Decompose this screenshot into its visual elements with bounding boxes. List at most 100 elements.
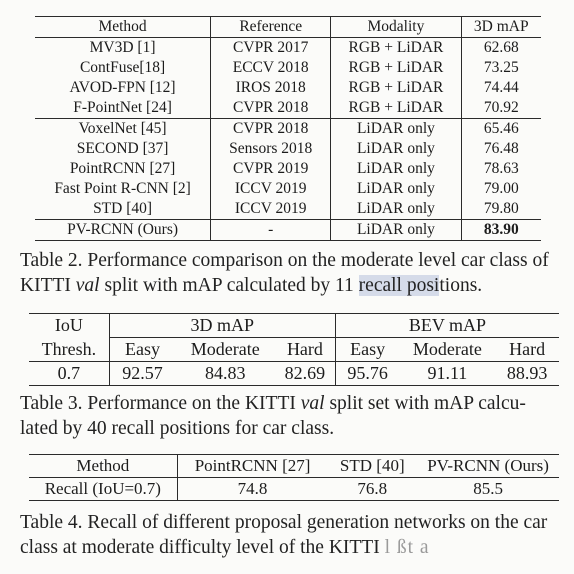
- table-3-kitti-performance: IoU 3D mAP BEV mAP Thresh. Easy Moderate…: [29, 313, 559, 386]
- header-thresh: Thresh.: [29, 337, 110, 362]
- caption-text: split with mAP calculated by 11: [99, 275, 359, 296]
- header-3d-map: 3D mAP: [461, 16, 541, 38]
- cell-recall-label: Recall (IoU=0.7): [29, 477, 178, 501]
- header-modality: Modality: [330, 16, 462, 38]
- caption-obscured-text: l ßt a: [384, 537, 430, 558]
- cell-3d-map: 65.46: [461, 118, 541, 139]
- cell-iou-value: 0.7: [29, 361, 110, 386]
- caption-text: split set with mAP calcu-lated by 40 rec…: [20, 393, 526, 439]
- header-reference: Reference: [210, 16, 332, 38]
- cell-3d-map: 76.48: [483, 140, 519, 157]
- table-header-row: Method PointRCNN [27] STD [40] PV-RCNN (…: [29, 454, 559, 478]
- header-std: STD [40]: [327, 454, 418, 478]
- cell-3d-map-best: 83.90: [461, 219, 541, 241]
- cell-reference: ECCV 2018: [210, 58, 332, 78]
- table-3-caption: Table 3. Performance on the KITTI val sp…: [20, 391, 560, 441]
- cell-reference: CVPR 2017: [210, 37, 332, 58]
- cell-modality: LiDAR only: [330, 219, 462, 241]
- cell-3d-map: 62.68: [483, 39, 519, 56]
- cell-3d-map: 78.63: [483, 160, 519, 177]
- header-bev-map: BEV mAP: [335, 313, 559, 338]
- cell-modality: LiDAR only: [330, 199, 462, 220]
- header-iou: IoU: [29, 313, 110, 338]
- caption-italic-val: val: [75, 275, 100, 296]
- cell-method: ContFuse[18]: [35, 58, 212, 78]
- cell-value: 92.57: [109, 361, 176, 386]
- cell-modality: LiDAR only: [330, 118, 462, 139]
- table-row: PointRCNN [27] CVPR 2019 LiDAR only 78.6…: [35, 159, 541, 179]
- table-row: MV3D [1] CVPR 2017 RGB + LiDAR 62.68: [35, 37, 541, 58]
- cell-3d-map: 70.92: [483, 99, 519, 116]
- cell-reference: CVPR 2018: [210, 118, 332, 139]
- table-row: AVOD-FPN [12] IROS 2018 RGB + LiDAR 74.4…: [35, 78, 541, 98]
- cell-modality: RGB + LiDAR: [330, 58, 462, 78]
- table-subheader-row: Thresh. Easy Moderate Hard Easy Moderate…: [29, 337, 559, 362]
- table-row: VoxelNet [45] CVPR 2018 LiDAR only 65.46: [35, 118, 541, 139]
- cell-value: 84.83: [175, 361, 276, 386]
- cell-method: VoxelNet [45]: [35, 118, 212, 139]
- table-2-method-comparison: Method Reference Modality 3D mAP MV3D [1…: [35, 16, 541, 241]
- table-header-row: IoU 3D mAP BEV mAP: [29, 313, 559, 338]
- text-selection-highlight[interactable]: recall posi: [358, 275, 440, 296]
- cell-method: PV-RCNN (Ours): [35, 219, 212, 241]
- cell-method: MV3D [1]: [35, 37, 212, 58]
- table-row: Recall (IoU=0.7) 74.8 76.8 85.5: [29, 477, 559, 501]
- cell-3d-map: 79.80: [483, 200, 519, 217]
- caption-text: Table 3. Performance on the KITTI: [20, 393, 301, 414]
- table-4-recall: Method PointRCNN [27] STD [40] PV-RCNN (…: [29, 454, 559, 501]
- caption-text: tions.: [439, 275, 483, 296]
- header-hard: Hard: [275, 337, 336, 362]
- cell-value: 76.8: [327, 477, 418, 501]
- table-row-ours: PV-RCNN (Ours) - LiDAR only 83.90: [35, 219, 541, 241]
- cell-3d-map: 79.00: [483, 180, 519, 197]
- cell-reference: ICCV 2019: [210, 179, 332, 199]
- header-moderate: Moderate: [399, 337, 496, 362]
- cell-method: AVOD-FPN [12]: [35, 78, 212, 98]
- cell-reference: ICCV 2019: [210, 199, 332, 220]
- cell-reference: -: [210, 219, 332, 241]
- header-easy: Easy: [109, 337, 176, 362]
- cell-value: 74.8: [177, 477, 328, 501]
- table-row: ContFuse[18] ECCV 2018 RGB + LiDAR 73.25: [35, 58, 541, 78]
- table-4-caption: Table 4. Recall of different proposal ge…: [20, 510, 560, 560]
- cell-value: 95.76: [335, 361, 400, 386]
- header-pointrcnn: PointRCNN [27]: [177, 454, 328, 478]
- cell-reference: Sensors 2018: [210, 139, 332, 159]
- table-2-caption: Table 2. Performance comparison on the m…: [20, 248, 560, 298]
- cell-method: Fast Point R-CNN [2]: [35, 179, 212, 199]
- cell-method: STD [40]: [35, 199, 212, 220]
- header-easy: Easy: [335, 337, 400, 362]
- cell-modality: LiDAR only: [330, 159, 462, 179]
- table-row: STD [40] ICCV 2019 LiDAR only 79.80: [35, 199, 541, 220]
- cell-value: 91.11: [399, 361, 496, 386]
- cell-modality: RGB + LiDAR: [330, 37, 462, 58]
- cell-reference: CVPR 2019: [210, 159, 332, 179]
- cell-modality: RGB + LiDAR: [330, 98, 462, 119]
- table-row: Fast Point R-CNN [2] ICCV 2019 LiDAR onl…: [35, 179, 541, 199]
- cell-3d-map: 74.44: [483, 79, 519, 96]
- header-method: Method: [29, 454, 178, 478]
- table-row: F-PointNet [24] CVPR 2018 RGB + LiDAR 70…: [35, 98, 541, 119]
- cell-modality: RGB + LiDAR: [330, 78, 462, 98]
- cell-reference: CVPR 2018: [210, 98, 332, 119]
- header-pv-rcnn: PV-RCNN (Ours): [417, 454, 559, 478]
- header-3d-map: 3D mAP: [109, 313, 336, 338]
- table-row: SECOND [37] Sensors 2018 LiDAR only 76.4…: [35, 139, 541, 159]
- caption-text: Table 2. Performance comparison on the m…: [20, 250, 549, 296]
- header-method: Method: [35, 16, 212, 38]
- caption-italic-val: val: [300, 393, 325, 414]
- table-row: 0.7 92.57 84.83 82.69 95.76 91.11 88.93: [29, 361, 559, 386]
- cell-method: F-PointNet [24]: [35, 98, 212, 119]
- cell-modality: LiDAR only: [330, 179, 462, 199]
- cell-value: 82.69: [275, 361, 336, 386]
- cell-reference: IROS 2018: [210, 78, 332, 98]
- cell-value: 88.93: [495, 361, 559, 386]
- header-hard: Hard: [495, 337, 559, 362]
- cell-method: PointRCNN [27]: [35, 159, 212, 179]
- cell-3d-map: 73.25: [483, 59, 519, 76]
- table-header-row: Method Reference Modality 3D mAP: [35, 16, 541, 38]
- header-moderate: Moderate: [175, 337, 276, 362]
- caption-text: Table 4. Recall of different proposal ge…: [20, 512, 548, 558]
- cell-method: SECOND [37]: [35, 139, 212, 159]
- cell-modality: LiDAR only: [330, 139, 462, 159]
